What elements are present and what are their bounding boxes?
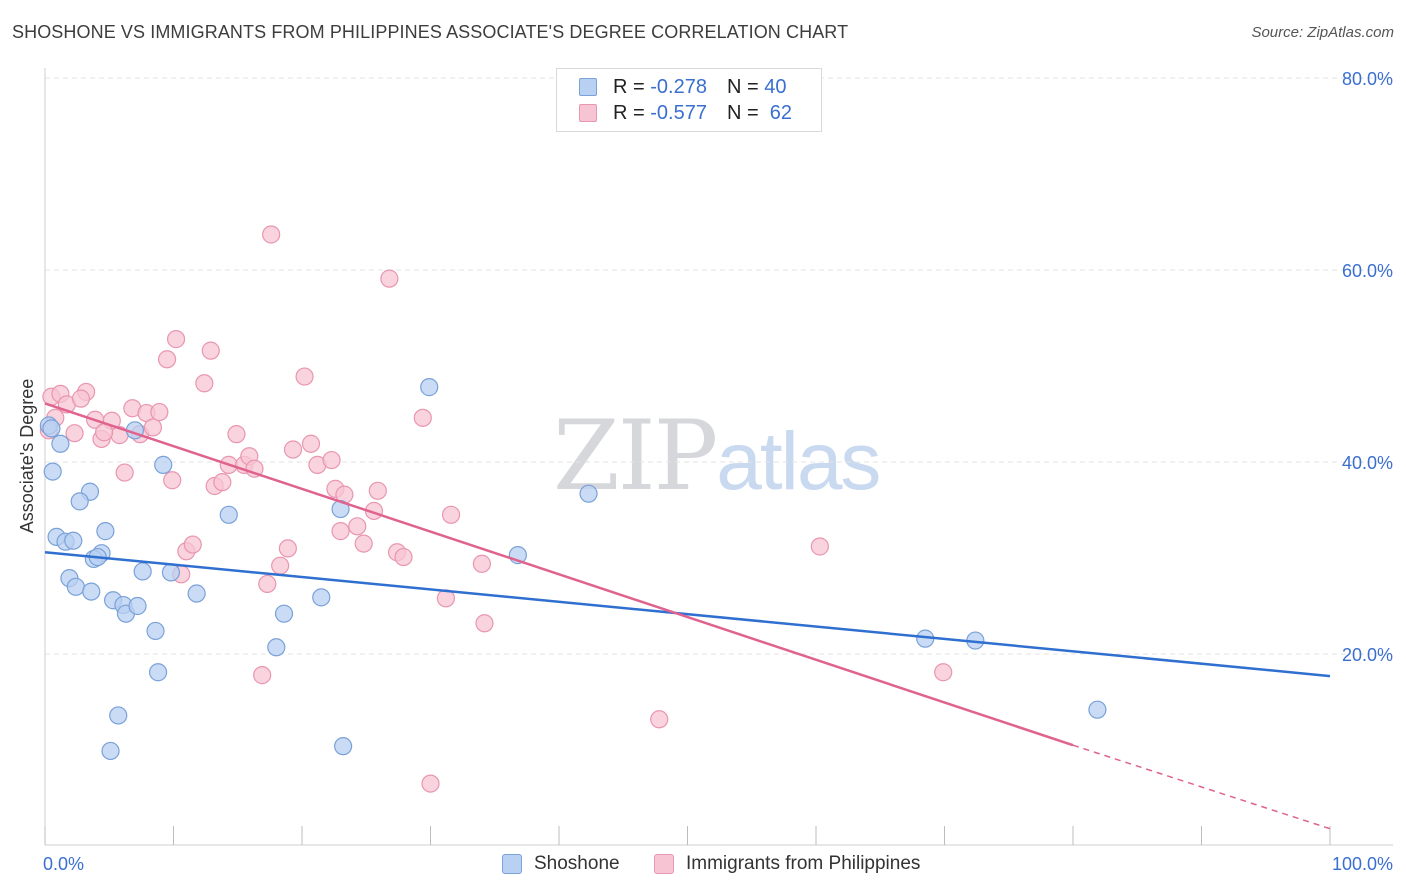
correlation-legend: R = -0.278 N = 40 R = -0.577 N = 62 xyxy=(556,68,822,132)
shoshone-point xyxy=(219,505,238,524)
legend-row-philippines: R = -0.577 N = 62 xyxy=(579,101,792,125)
philippines-point xyxy=(354,534,373,553)
philippines-point xyxy=(195,374,214,393)
philippines-point xyxy=(213,473,232,492)
philippines-point xyxy=(278,539,297,558)
philippines-point xyxy=(394,547,413,567)
philippines-point xyxy=(322,450,341,470)
philippines-point xyxy=(441,505,461,524)
philippines-point xyxy=(472,554,491,573)
philippines-point xyxy=(421,774,440,793)
shoshone-point xyxy=(146,621,165,641)
bottom-legend-philippines: Immigrants from Philippines xyxy=(654,851,920,877)
legend-r-value: -0.577 xyxy=(650,101,707,124)
legend-n-value: 40 xyxy=(764,75,787,98)
philippines-point xyxy=(227,425,246,444)
bottom-legend-label: Immigrants from Philippines xyxy=(686,853,921,874)
philippines-point xyxy=(253,666,272,685)
philippines-point xyxy=(475,614,494,633)
x-tick-label: 100.0% xyxy=(1332,854,1393,874)
philippines-point xyxy=(166,330,186,349)
shoshone-point xyxy=(96,522,115,541)
legend-r-value: -0.278 xyxy=(650,75,707,98)
shoshone-point xyxy=(161,563,181,582)
y-tick-label: 60.0% xyxy=(1342,261,1393,281)
watermark-atlas: atlas xyxy=(716,416,881,507)
bottom-legend-swatch-blue xyxy=(502,854,522,874)
philippines-point xyxy=(115,463,134,482)
y-tick-label: 40.0% xyxy=(1342,453,1393,473)
philippines-point xyxy=(331,522,350,541)
shoshone-point xyxy=(66,577,85,596)
philippines-point xyxy=(183,535,202,554)
bottom-legend-swatch-pink xyxy=(654,854,674,874)
shoshone-point xyxy=(1088,700,1107,719)
bottom-legend-shoshone: Shoshone xyxy=(502,851,620,877)
shoshone-point xyxy=(128,596,147,616)
y-tick-label: 20.0% xyxy=(1342,645,1393,665)
legend-n-label: N = xyxy=(726,101,759,124)
philippines-point xyxy=(163,471,182,490)
philippines-point xyxy=(301,434,321,453)
shoshone-point xyxy=(420,378,439,397)
shoshone-point xyxy=(42,419,61,438)
shoshone-point xyxy=(334,737,353,756)
shoshone-point xyxy=(187,584,206,603)
shoshone-point xyxy=(64,531,83,550)
y-tick-label: 80.0% xyxy=(1342,69,1393,89)
legend-swatch-pink xyxy=(579,104,597,122)
x-tick-label: 0.0% xyxy=(43,854,84,874)
legend-swatch-blue xyxy=(579,78,597,96)
legend-n-value: 62 xyxy=(769,101,793,124)
legend-r-label: R = xyxy=(613,75,645,98)
philippines-point xyxy=(157,350,177,369)
philippines-point xyxy=(413,408,432,427)
shoshone-point xyxy=(133,562,152,581)
legend-n-label: N = xyxy=(726,75,759,98)
shoshone-point xyxy=(109,706,128,725)
philippines-point xyxy=(258,574,277,594)
philippines-point xyxy=(650,710,669,729)
philippines-point xyxy=(810,537,829,556)
shoshone-point xyxy=(154,455,173,474)
philippines-point xyxy=(143,418,163,437)
philippines-point xyxy=(71,389,91,408)
shoshone-point xyxy=(148,663,168,682)
shoshone-trend-line xyxy=(44,550,1331,678)
philippines-point xyxy=(368,481,387,500)
philippines-trend-line xyxy=(44,402,1074,747)
shoshone-point xyxy=(101,741,120,761)
philippines-trend-extension xyxy=(1072,744,1331,830)
philippines-point xyxy=(150,402,169,422)
philippines-point xyxy=(380,269,399,288)
legend-r-label: R = xyxy=(613,101,645,124)
shoshone-point xyxy=(579,484,598,503)
shoshone-point xyxy=(267,638,286,657)
philippines-point xyxy=(295,367,314,386)
philippines-point xyxy=(201,341,220,360)
shoshone-point xyxy=(51,434,70,453)
philippines-point xyxy=(283,440,303,459)
chart-title: SHOSHONE VS IMMIGRANTS FROM PHILIPPINES … xyxy=(12,22,849,42)
philippines-point xyxy=(65,424,84,443)
legend-row-shoshone: R = -0.278 N = 40 xyxy=(579,75,786,99)
philippines-point xyxy=(271,556,290,575)
shoshone-point xyxy=(274,604,294,623)
y-axis-label: Associate's Degree xyxy=(17,379,37,534)
shoshone-point xyxy=(82,582,101,601)
shoshone-point xyxy=(70,492,89,511)
philippines-point xyxy=(934,663,953,682)
philippines-point xyxy=(348,517,367,536)
shoshone-point xyxy=(43,462,62,481)
bottom-legend-label: Shoshone xyxy=(534,853,620,874)
shoshone-point xyxy=(312,588,331,607)
source-label: Source: ZipAtlas.com xyxy=(1251,24,1394,41)
philippines-point xyxy=(262,225,281,244)
